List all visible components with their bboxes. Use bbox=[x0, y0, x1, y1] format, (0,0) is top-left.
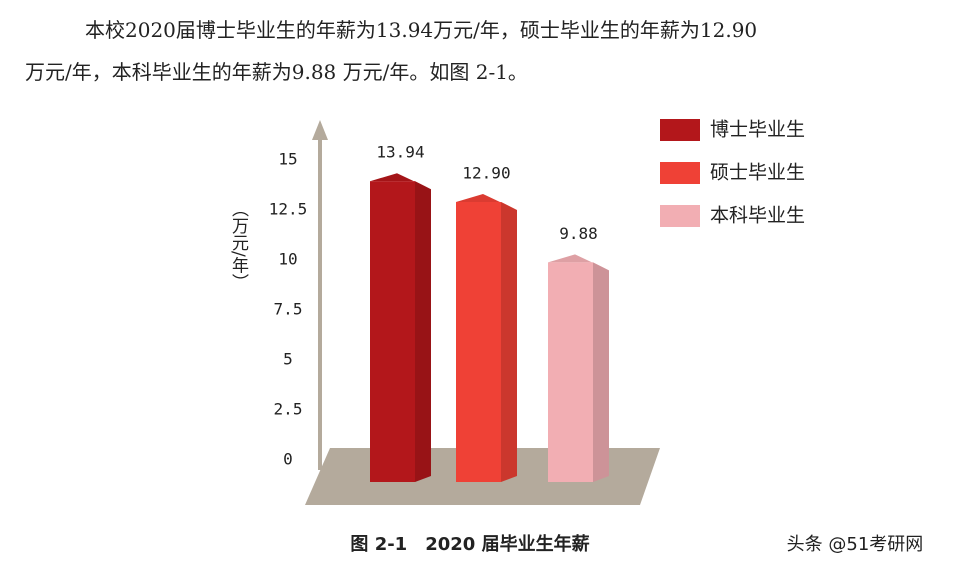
value-label: 9.88 bbox=[559, 224, 598, 243]
y-axis-arrow bbox=[312, 120, 328, 140]
y-tick-label: 2.5 bbox=[274, 400, 303, 419]
legend-swatch bbox=[660, 119, 700, 141]
y-tick-label: 12.5 bbox=[269, 200, 308, 219]
paragraph-line: 本校2020届博士毕业生的年薪为13.94万元/年，硕士毕业生的年薪为12.90 bbox=[85, 18, 758, 42]
y-axis-label: （万元/年） bbox=[228, 200, 249, 291]
bar-side bbox=[415, 181, 431, 482]
y-tick-label: 0 bbox=[283, 450, 293, 469]
y-tick-label: 15 bbox=[278, 150, 297, 169]
footer: 头条 @51考研网 bbox=[787, 534, 924, 555]
bar-side bbox=[593, 262, 609, 482]
legend-swatch bbox=[660, 162, 700, 184]
paragraph-line: 万元/年，本科毕业生的年薪为9.88 万元/年。如图 2-1。 bbox=[25, 60, 528, 84]
legend-swatch bbox=[660, 205, 700, 227]
value-label: 12.90 bbox=[462, 164, 510, 183]
y-tick-label: 7.5 bbox=[274, 300, 303, 319]
legend-label: 本科毕业生 bbox=[710, 205, 805, 227]
bar bbox=[548, 262, 593, 482]
y-tick-label: 10 bbox=[278, 250, 297, 269]
bar-side bbox=[501, 202, 517, 482]
y-tick-label: 5 bbox=[283, 350, 293, 369]
legend-label: 博士毕业生 bbox=[710, 119, 805, 141]
legend-label: 硕士毕业生 bbox=[710, 162, 805, 184]
caption: 图 2-1 2020 届毕业生年薪 bbox=[350, 533, 589, 555]
bar bbox=[456, 202, 501, 482]
value-label: 13.94 bbox=[376, 143, 424, 162]
bar bbox=[370, 181, 415, 482]
